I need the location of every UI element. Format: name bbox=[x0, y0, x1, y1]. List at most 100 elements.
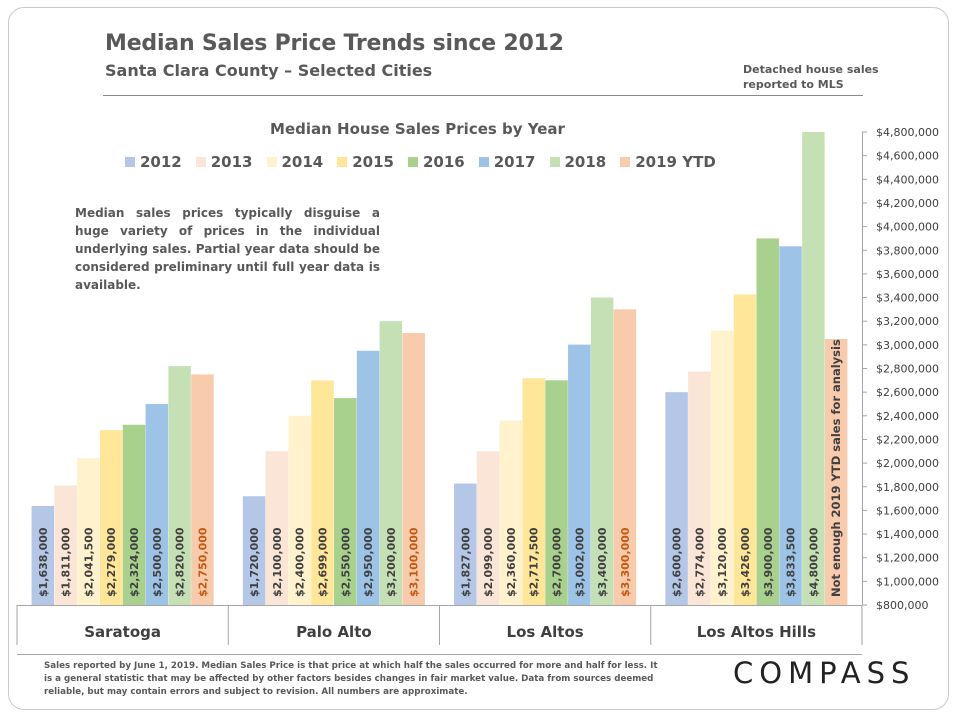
bar-value-label: $2,360,000 bbox=[505, 527, 518, 597]
bar bbox=[499, 420, 523, 605]
bar bbox=[379, 321, 403, 605]
source-note: Detached house sales reported to MLS bbox=[743, 63, 879, 91]
chart-title: Median House Sales Prices by Year bbox=[270, 120, 565, 138]
page-title: Median Sales Price Trends since 2012 bbox=[105, 31, 564, 56]
bar bbox=[824, 338, 848, 605]
bar-value-label: $2,774,000 bbox=[693, 527, 706, 597]
bar bbox=[31, 505, 55, 605]
legend-label: 2014 bbox=[281, 153, 324, 171]
chart-description: Median sales prices typically disguise a… bbox=[75, 206, 380, 292]
legend-item-2019-ytd: 2019 YTD bbox=[620, 153, 716, 171]
legend-label: 2017 bbox=[493, 153, 536, 171]
bar-value-label: $3,002,000 bbox=[573, 527, 586, 597]
legend-label: 2013 bbox=[210, 153, 253, 171]
y-tick-label: $4,400,000 bbox=[876, 173, 939, 186]
legend-label: 2018 bbox=[564, 153, 607, 171]
y-tick-label: $2,800,000 bbox=[876, 363, 939, 376]
legend-swatch bbox=[478, 157, 489, 167]
legend-swatch bbox=[549, 157, 560, 167]
bar bbox=[242, 496, 266, 605]
y-tick-label: $2,400,000 bbox=[876, 410, 939, 423]
legend-item-2016: 2016 bbox=[408, 153, 465, 171]
bar-value-label: $2,500,000 bbox=[151, 527, 164, 597]
legend-label: 2012 bbox=[140, 153, 182, 171]
legend-item-2014: 2014 bbox=[266, 153, 324, 171]
legend-label: 2019 YTD bbox=[635, 153, 716, 171]
legend-label: 2015 bbox=[352, 153, 394, 171]
bar bbox=[145, 403, 169, 605]
bar-value-label: $3,833,500 bbox=[785, 527, 798, 597]
y-tick-label: $2,200,000 bbox=[876, 433, 939, 446]
bar-value-label: $3,120,000 bbox=[716, 527, 729, 597]
legend-item-2015: 2015 bbox=[337, 153, 394, 171]
y-tick-label: $3,200,000 bbox=[876, 315, 939, 328]
bar bbox=[311, 380, 334, 605]
bar-value-label: $2,717,500 bbox=[528, 527, 541, 597]
bar-value-label: Not enough 2019 YTD sales for analysis bbox=[829, 339, 843, 597]
x-tick-label: Saratoga bbox=[84, 623, 161, 641]
bar-value-label: $3,900,000 bbox=[762, 527, 775, 597]
legend-item-2017: 2017 bbox=[478, 153, 536, 171]
bar bbox=[545, 380, 568, 605]
bar bbox=[665, 392, 688, 605]
bar-value-label: $2,100,000 bbox=[271, 527, 284, 597]
legend-swatch bbox=[337, 157, 348, 167]
bar-value-label: $2,750,000 bbox=[196, 527, 209, 597]
y-tick-label: $3,400,000 bbox=[876, 292, 939, 305]
bar bbox=[402, 333, 425, 605]
bar-value-label: $2,550,000 bbox=[339, 527, 352, 597]
legend-swatch bbox=[125, 157, 135, 167]
legend-swatch bbox=[266, 157, 277, 167]
y-tick-label: $2,600,000 bbox=[876, 386, 939, 399]
y-tick-label: $2,000,000 bbox=[876, 457, 939, 470]
bar-value-label: $2,099,000 bbox=[482, 527, 495, 597]
bar-value-label: $3,400,000 bbox=[596, 527, 609, 597]
bar bbox=[288, 415, 311, 605]
y-tick-label: $1,000,000 bbox=[876, 575, 939, 588]
y-tick-label: $4,800,000 bbox=[876, 126, 939, 139]
y-tick-label: $3,000,000 bbox=[876, 339, 939, 352]
bar-value-label: $2,041,500 bbox=[82, 527, 95, 597]
bar bbox=[168, 366, 191, 605]
footnote: Sales reported by June 1, 2019. Median S… bbox=[44, 661, 658, 697]
y-tick-label: $1,600,000 bbox=[876, 504, 939, 517]
y-tick-label: $3,600,000 bbox=[876, 268, 939, 281]
bar-value-label: $3,100,000 bbox=[408, 527, 421, 597]
legend-item-2018: 2018 bbox=[549, 153, 607, 171]
bar-value-label: $3,300,000 bbox=[619, 527, 632, 597]
bar bbox=[802, 132, 825, 605]
bar-value-label: $3,426,000 bbox=[739, 527, 752, 597]
legend-swatch bbox=[620, 157, 631, 167]
bar-value-label: $2,699,000 bbox=[316, 527, 329, 597]
legend-swatch bbox=[408, 157, 418, 167]
bar bbox=[779, 246, 802, 605]
y-tick-label: $3,800,000 bbox=[876, 244, 939, 257]
bar bbox=[710, 330, 734, 605]
y-tick-label: $4,000,000 bbox=[876, 221, 939, 234]
bar bbox=[265, 451, 289, 605]
bar bbox=[191, 374, 214, 605]
x-tick-label: Palo Alto bbox=[296, 623, 372, 641]
bar bbox=[590, 297, 614, 605]
bar-value-label: $1,720,000 bbox=[248, 527, 261, 597]
legend-swatch bbox=[195, 157, 206, 167]
bar bbox=[122, 424, 146, 605]
bar-value-label: $4,800,000 bbox=[807, 527, 820, 597]
bar-value-label: $1,827,000 bbox=[459, 527, 472, 597]
bar bbox=[568, 344, 591, 605]
bar-value-label: $1,638,000 bbox=[37, 527, 50, 597]
y-tick-label: $1,400,000 bbox=[876, 528, 939, 541]
page-subtitle: Santa Clara County – Selected Cities bbox=[105, 61, 433, 80]
bar-value-label: $2,600,000 bbox=[671, 527, 684, 597]
y-tick-label: $4,200,000 bbox=[876, 197, 939, 210]
y-tick-label: $800,000 bbox=[876, 599, 929, 612]
bar bbox=[522, 378, 545, 605]
legend-label: 2016 bbox=[423, 153, 465, 171]
y-tick-label: $1,800,000 bbox=[876, 481, 939, 494]
bar-value-label: $1,811,000 bbox=[60, 527, 73, 597]
bar bbox=[334, 398, 357, 605]
bar-value-label: $2,950,000 bbox=[362, 527, 375, 597]
bar bbox=[356, 350, 380, 605]
slide-frame bbox=[8, 7, 949, 710]
legend-item-2013: 2013 bbox=[195, 153, 253, 171]
